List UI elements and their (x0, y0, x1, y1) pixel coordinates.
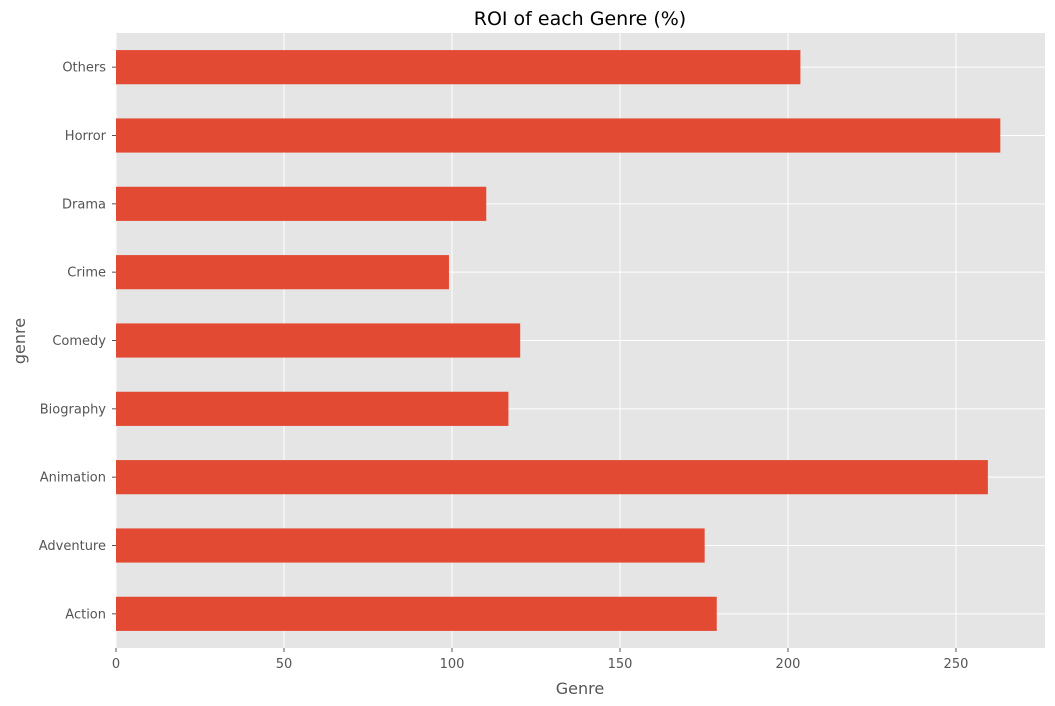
x-tick-label: 200 (776, 657, 801, 672)
x-tick-label: 250 (944, 657, 969, 672)
x-axis-label: Genre (556, 679, 604, 698)
x-tick-label: 150 (608, 657, 633, 672)
y-tick-label: Drama (62, 197, 106, 212)
y-tick-label: Others (62, 61, 106, 76)
y-tick-label: Comedy (52, 334, 106, 349)
bar-adventure (116, 528, 705, 563)
y-tick-label: Action (65, 607, 106, 622)
y-tick-label: Adventure (39, 539, 106, 554)
y-axis-label: genre (10, 318, 29, 364)
x-axis-ticks: 0 50 100 150 200 250 (112, 648, 969, 672)
x-tick-label: 0 (112, 657, 120, 672)
y-axis-ticks: Action Adventure Animation Biography Comedy C… (39, 61, 116, 622)
y-tick-label: Animation (40, 471, 106, 486)
y-tick-label: Crime (67, 266, 106, 281)
bar-crime (116, 255, 449, 290)
x-tick-label: 50 (276, 657, 293, 672)
y-tick-label: Biography (40, 402, 107, 417)
bar-comedy (116, 323, 521, 358)
y-tick-label: Horror (65, 129, 107, 144)
bar-action (116, 596, 717, 631)
bar-biography (116, 391, 509, 426)
bar-others (116, 50, 801, 85)
bars (116, 50, 1001, 631)
chart-title: ROI of each Genre (%) (474, 8, 686, 30)
bar-animation (116, 460, 988, 495)
bar-drama (116, 186, 487, 221)
bar-horror (116, 118, 1001, 153)
x-tick-label: 100 (440, 657, 465, 672)
